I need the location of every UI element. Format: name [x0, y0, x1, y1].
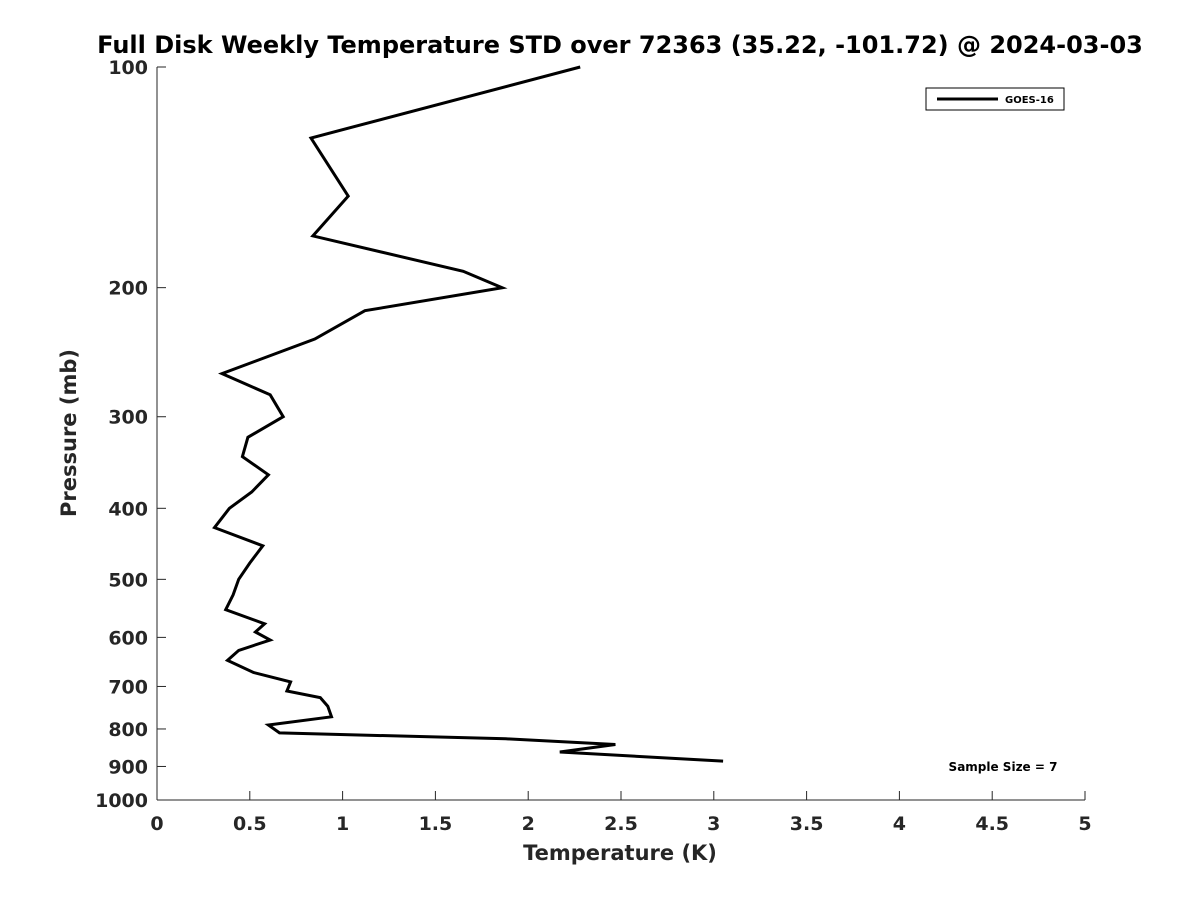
x-tick-label: 2.5 [604, 813, 638, 835]
x-tick-label: 2 [522, 813, 535, 835]
x-tick-label: 0 [150, 813, 163, 835]
legend-entry-goes-16: GOES-16 [1005, 95, 1054, 106]
y-tick-label: 700 [108, 676, 148, 698]
x-tick-label: 5 [1078, 813, 1091, 835]
y-tick-label: 600 [108, 627, 148, 649]
y-axis-label: Pressure (mb) [57, 349, 81, 517]
y-axis-ticks: 100 200 300 400 500 600 700 800 900 1000 [95, 57, 166, 812]
x-tick-label: 1 [336, 813, 349, 835]
sample-size-annotation: Sample Size = 7 [949, 760, 1058, 774]
x-tick-label: 3.5 [790, 813, 824, 835]
y-tick-label: 900 [108, 756, 148, 778]
x-tick-label: 1.5 [419, 813, 453, 835]
y-tick-label: 500 [108, 569, 148, 591]
chart-title: Full Disk Weekly Temperature STD over 72… [97, 31, 1143, 59]
legend: GOES-16 [925, 87, 1065, 111]
x-axis-ticks: 0 0.5 1 1.5 2 2.5 3 3.5 4 4.5 5 [150, 791, 1092, 835]
y-tick-label: 800 [108, 719, 148, 741]
x-tick-label: 4.5 [975, 813, 1009, 835]
x-tick-label: 0.5 [233, 813, 267, 835]
axes [156, 67, 1085, 801]
y-tick-label: 1000 [95, 790, 148, 812]
y-tick-label: 400 [108, 498, 148, 520]
x-tick-label: 4 [893, 813, 906, 835]
y-tick-label: 100 [108, 57, 148, 79]
y-tick-label: 200 [108, 278, 148, 300]
x-axis-label: Temperature (K) [523, 841, 717, 865]
series-layer [212, 65, 724, 763]
series-line-goes-16 [212, 65, 724, 763]
y-tick-label: 300 [108, 407, 148, 429]
x-tick-label: 3 [707, 813, 720, 835]
